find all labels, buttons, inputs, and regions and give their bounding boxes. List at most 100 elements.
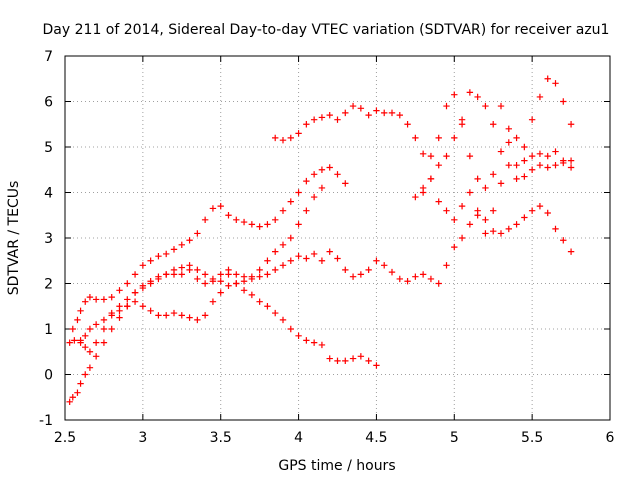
data-point [482, 184, 489, 192]
axis-ticks [64, 55, 611, 421]
data-point [147, 257, 154, 264]
data-point [521, 214, 528, 221]
data-point [466, 152, 474, 160]
data-point [443, 207, 450, 214]
data-point [443, 152, 450, 160]
data-point [69, 394, 76, 401]
data-point [567, 121, 575, 128]
data-point [497, 102, 505, 110]
data-point [513, 134, 520, 142]
data-point [458, 121, 466, 128]
data-point [303, 177, 310, 185]
data-point [412, 134, 419, 142]
chart-title: Day 211 of 2014, Sidereal Day-to-day VTE… [43, 22, 610, 38]
data-point [194, 230, 201, 237]
data-point [310, 250, 318, 258]
data-point [82, 344, 89, 351]
data-point [240, 287, 248, 294]
data-point [451, 134, 458, 142]
data-point [497, 148, 505, 155]
data-point [318, 184, 326, 192]
data-point [404, 121, 411, 128]
series-3 [69, 164, 349, 333]
data-point [357, 353, 365, 360]
data-point [349, 102, 357, 110]
data-point [71, 337, 78, 344]
data-point [201, 280, 209, 287]
data-point [373, 257, 380, 264]
data-point [490, 121, 497, 128]
data-point [435, 198, 442, 205]
x-tick-label: 4 [294, 430, 303, 446]
data-point [482, 216, 489, 223]
series-2 [66, 184, 326, 355]
data-point [279, 316, 287, 324]
data-point [310, 193, 318, 201]
data-point [86, 293, 94, 301]
data-point [217, 271, 224, 278]
data-point [544, 164, 551, 171]
data-point [77, 307, 84, 314]
data-point [412, 273, 419, 280]
data-point [82, 298, 89, 305]
data-point [124, 280, 131, 287]
x-tick-label: 6 [606, 430, 615, 446]
series-6 [419, 75, 575, 192]
data-point [412, 193, 419, 201]
data-point [201, 216, 209, 223]
data-point [466, 221, 474, 228]
data-point [310, 171, 318, 178]
data-point [505, 125, 512, 132]
data-point [279, 207, 287, 214]
data-point [435, 134, 442, 142]
x-tick-label: 2.5 [54, 430, 76, 446]
data-point [482, 102, 489, 110]
data-point [155, 312, 162, 319]
data-point [69, 325, 76, 333]
data-point [560, 157, 567, 164]
data-point [427, 175, 435, 183]
data-point [186, 314, 193, 321]
y-tick-label: 2 [44, 277, 53, 293]
data-point [155, 275, 162, 283]
data-point [326, 164, 333, 171]
data-point [272, 134, 279, 142]
data-point [124, 303, 131, 310]
data-point [279, 136, 287, 144]
data-point [334, 171, 341, 178]
data-point [74, 389, 81, 396]
data-point [419, 271, 427, 278]
data-point [342, 266, 349, 274]
data-point [209, 298, 217, 305]
y-tick-label: 3 [44, 231, 53, 247]
data-point [201, 271, 209, 278]
data-points [66, 75, 575, 405]
data-point [326, 355, 333, 362]
data-point [116, 303, 123, 310]
x-tick-label: 5 [450, 430, 459, 446]
data-point [342, 357, 349, 365]
y-tick-label: 4 [44, 186, 53, 202]
data-point [443, 102, 450, 110]
data-point [217, 202, 224, 210]
data-point [365, 111, 372, 119]
data-point [86, 348, 94, 355]
data-point [225, 271, 232, 278]
data-point [544, 75, 551, 82]
data-point [295, 332, 302, 340]
data-point [287, 234, 294, 242]
data-point [318, 114, 326, 121]
y-tick-label: 0 [44, 368, 53, 384]
data-point [82, 332, 89, 340]
data-point [544, 152, 551, 160]
data-point [170, 266, 178, 274]
data-point [466, 89, 474, 96]
y-tick-label: 5 [44, 140, 53, 156]
data-point [240, 278, 248, 285]
data-point [513, 162, 520, 169]
data-point [295, 130, 302, 137]
data-point [256, 223, 263, 230]
data-point [240, 218, 248, 226]
data-point [349, 355, 357, 362]
data-point [552, 225, 559, 233]
